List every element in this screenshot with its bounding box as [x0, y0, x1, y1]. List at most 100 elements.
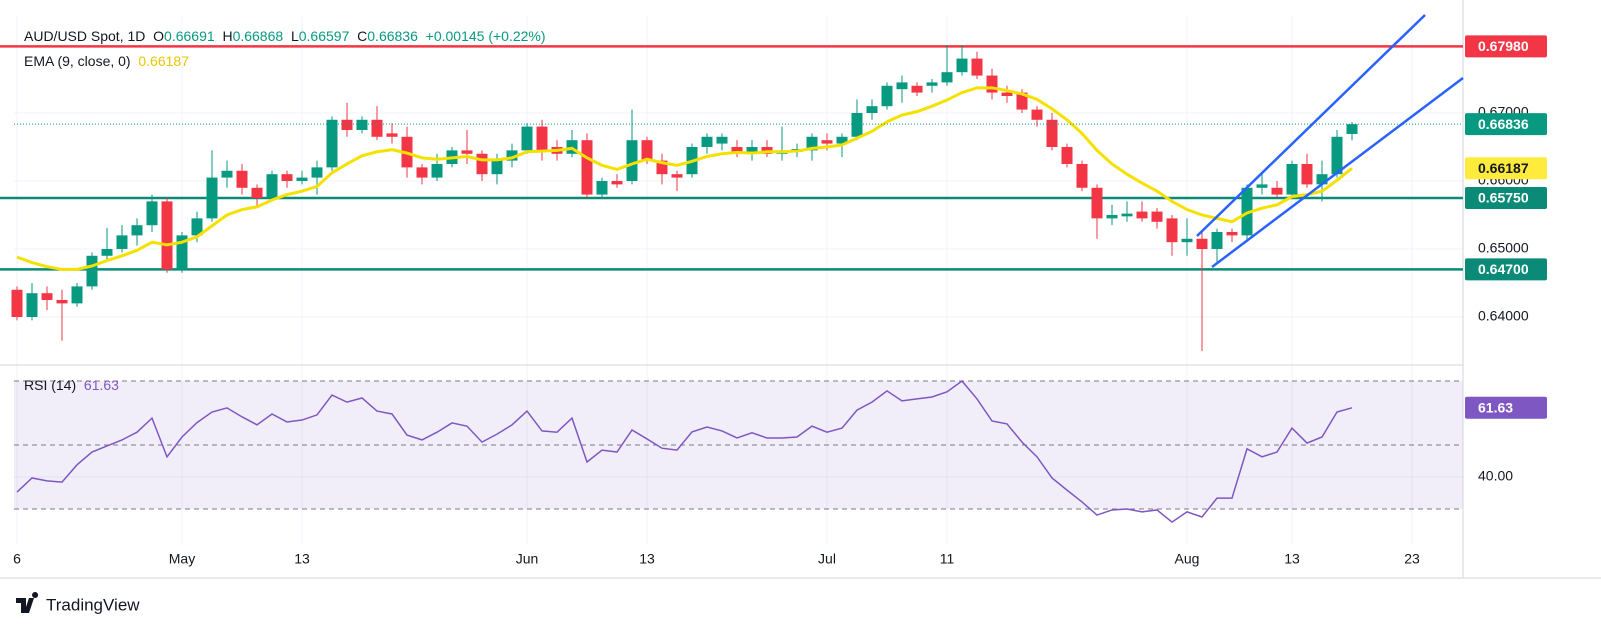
candle-body: [596, 180, 608, 195]
candle-body: [671, 174, 683, 178]
ohlc-key: O: [153, 28, 165, 44]
candle-body: [1211, 231, 1223, 249]
candle-body: [386, 133, 398, 137]
candle-body: [866, 106, 878, 113]
candle-body: [1106, 214, 1118, 219]
ema-line: [16, 86, 1353, 271]
logo-mark: [16, 592, 39, 613]
level-label: 0.65750: [1478, 190, 1529, 206]
candle-body: [56, 299, 68, 304]
candle-body: [341, 119, 353, 130]
candle-body: [971, 58, 983, 76]
candle-body: [1166, 218, 1178, 243]
candle-body: [626, 140, 638, 181]
candle-body: [116, 235, 128, 249]
candle-body: [326, 119, 338, 168]
candle-body: [911, 85, 923, 93]
candle-body: [1286, 163, 1298, 195]
symbol-legend: AUD/USD Spot, 1D O0.66691 H0.66868 L0.66…: [24, 28, 546, 44]
y-tick-label: 40.00: [1478, 468, 1513, 484]
channel-line: [1211, 77, 1464, 268]
rsi-line: [16, 379, 1353, 524]
ohlc-value: 0.66691: [164, 28, 215, 44]
candle-body: [536, 126, 548, 151]
badges: 6 May 13 Jun 13 Jul 11 Aug 13 23 0.67980 0.65750 0.6…: [13, 35, 1547, 567]
level-badge: [1465, 258, 1547, 281]
candle-body: [1316, 174, 1328, 185]
plot: [0, 44, 1463, 524]
candle-body: [1196, 238, 1208, 249]
candle-body: [161, 201, 173, 270]
candle-body: [1061, 146, 1073, 164]
candle-body: [191, 218, 203, 236]
candle-body: [941, 72, 953, 83]
candle-body: [806, 136, 818, 151]
candle-body: [1346, 124, 1358, 134]
candle-body: [1016, 92, 1028, 110]
candle-body: [701, 136, 713, 147]
candle-body: [836, 136, 848, 144]
candle-body: [986, 75, 998, 93]
candle-body: [581, 140, 593, 195]
y-tick-label: 0.64000: [1478, 308, 1529, 324]
symbol-title: AUD/USD Spot, 1D: [24, 28, 146, 44]
candle-body: [311, 167, 323, 178]
candle-body: [71, 286, 83, 304]
candle-body: [506, 150, 518, 161]
candle-body: [281, 174, 293, 181]
logo: TradingView: [16, 592, 140, 614]
candle-body: [1301, 163, 1313, 185]
candle-body: [1136, 211, 1148, 219]
candle-body: [476, 153, 488, 175]
ema-name: EMA (9, close, 0): [24, 53, 131, 69]
candle-body: [746, 146, 758, 154]
candle-body: [1256, 184, 1268, 188]
candle-body: [521, 126, 533, 151]
candle-body: [266, 174, 278, 198]
ema-value: 0.66187: [138, 53, 189, 69]
rsi-legend: RSI (14) 61.63: [24, 377, 119, 393]
candle-body: [1076, 163, 1088, 188]
candle-body: [356, 119, 368, 130]
candle-body: [1226, 231, 1238, 236]
change: +0.00145 (+0.22%): [425, 28, 546, 44]
candle-body: [731, 146, 743, 154]
channel-line: [1196, 14, 1426, 237]
candle-body: [1046, 119, 1058, 147]
ohlc-value: 0.66836: [367, 28, 418, 44]
candle-body: [1151, 211, 1163, 222]
ohlc-value: 0.66868: [232, 28, 284, 44]
x-tick-label: Jul: [818, 551, 836, 567]
candle-body: [491, 160, 503, 175]
rsi-badge: [1465, 396, 1547, 419]
candle-body: [821, 140, 833, 144]
candle-body: [176, 235, 188, 270]
ohlc-key: H: [222, 28, 233, 44]
candle-body: [41, 293, 53, 300]
rsi-name: RSI (14): [24, 377, 77, 393]
x-tick-label: 6: [13, 551, 21, 567]
candle-body: [1091, 187, 1103, 219]
candle-body: [1271, 187, 1283, 195]
ema-badge: [1465, 157, 1547, 180]
candle-body: [251, 187, 263, 198]
rsi-label: 61.63: [1478, 399, 1513, 415]
rsi-value: 61.63: [83, 377, 119, 393]
candle-body: [851, 112, 863, 137]
ohlc-value: 0.66597: [298, 28, 350, 44]
ohlc-key: C: [357, 28, 368, 44]
candle-body: [371, 119, 383, 137]
candle-body: [146, 201, 158, 226]
x-tick-label: Aug: [1175, 551, 1200, 567]
ohlc-key: L: [290, 28, 299, 44]
candle-body: [221, 170, 233, 178]
x-tick-label: 13: [294, 551, 310, 567]
candle-body: [881, 85, 893, 107]
ema-label: 0.66187: [1478, 160, 1529, 176]
candle-body: [26, 293, 38, 317]
x-tick-label: 13: [639, 551, 655, 567]
